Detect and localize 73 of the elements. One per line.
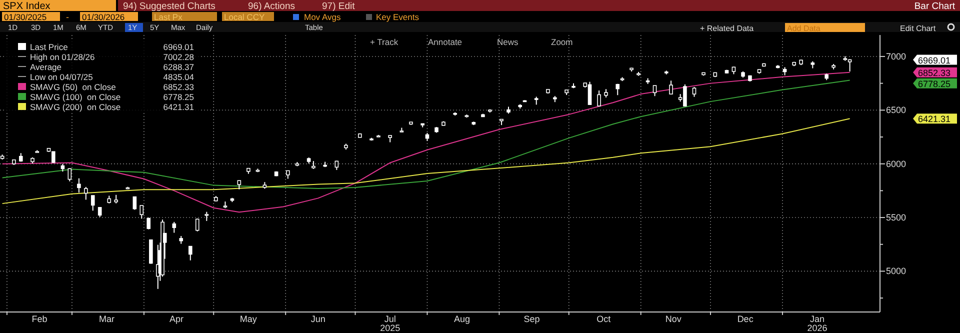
annotation: High on 01/28/26 (30, 52, 96, 62)
text: 6969.01 (918, 55, 951, 66)
x-tick-label: Feb (32, 314, 48, 324)
annotation: 6778.25 (163, 92, 194, 102)
candlestick (68, 168, 72, 182)
x-tick-label: Mar (99, 314, 115, 324)
annotation: 6969.01 (163, 42, 194, 52)
annotation: Low on 04/07/25 (30, 72, 94, 82)
candlestick (669, 80, 673, 95)
text: Bar Chart (914, 1, 956, 12)
y-tick-label: 6000 (886, 158, 906, 169)
text: 6778.25 (918, 78, 951, 89)
candlestick (652, 84, 657, 97)
legend-label: SMAVG (100) on Close (30, 92, 121, 102)
text: Edit Chart (900, 24, 936, 33)
line-series (2, 72, 850, 213)
x-tick-label: Sep (524, 314, 540, 324)
text: Key Events (376, 12, 419, 22)
x-tick-label: Oct (596, 314, 612, 324)
line-series (2, 80, 850, 190)
text: 96) Actions (248, 1, 296, 12)
text: 01/30/2026 (82, 12, 125, 22)
line-series (2, 118, 850, 204)
annotation: 7002.28 (163, 52, 194, 62)
annotation: 6852.33 (163, 82, 194, 92)
text: Mov Avgs (304, 12, 341, 22)
y-tick-label: 5000 (886, 266, 906, 276)
x-tick-label: Jun (310, 314, 326, 324)
annotation: Annotate (428, 37, 462, 47)
annotation: Average (30, 62, 62, 72)
text: Last Px (154, 12, 184, 22)
candlestick (149, 239, 153, 264)
x-tick-label: Jul 2025 (380, 314, 400, 333)
annotation: + Track (370, 37, 399, 47)
text: 94) Suggested Charts (123, 1, 216, 12)
candlestick (188, 246, 192, 261)
candlestick (140, 204, 144, 220)
text: + Related Data (700, 24, 754, 33)
annotation: 6421.31 (163, 102, 194, 112)
candlestick (84, 186, 88, 200)
legend-label: Last Price (30, 42, 68, 52)
x-tick-label: Apr (169, 314, 184, 324)
annotation: 6288.37 (163, 62, 194, 72)
candlestick (692, 86, 696, 98)
candlestick (98, 206, 102, 218)
text: 6852.33 (918, 68, 951, 78)
x-tick-label: Jan 2026 (807, 314, 828, 333)
candlestick (77, 178, 81, 194)
candlestick (90, 195, 95, 212)
candlestick (597, 90, 601, 107)
legend-label: SMAVG (50) on Close (30, 82, 116, 92)
candlestick (204, 211, 209, 222)
text: Local CCY (224, 12, 265, 22)
y-tick-label: 5500 (886, 212, 906, 223)
text: 6421.31 (918, 114, 951, 124)
x-tick-label: Nov (665, 314, 682, 324)
annotation: Zoom (551, 37, 573, 47)
candlestick (172, 221, 176, 234)
annotation: 4835.04 (163, 72, 194, 82)
text: 97) Edit (322, 1, 356, 12)
x-tick-label: May (240, 314, 258, 324)
annotation: News (497, 37, 518, 47)
y-tick-label: 7000 (886, 51, 906, 62)
legend-label: SMAVG (200) on Close (30, 102, 121, 112)
text: - (66, 12, 69, 22)
candlestick (132, 196, 137, 210)
x-tick-label: Dec (737, 314, 754, 324)
text: 01/30/2025 (4, 12, 47, 22)
candlestick (146, 217, 150, 230)
candlestick (195, 218, 200, 232)
y-tick-label: 6500 (886, 105, 906, 116)
chart-title: SPX Index (3, 1, 50, 12)
x-tick-label: Aug (454, 314, 470, 324)
